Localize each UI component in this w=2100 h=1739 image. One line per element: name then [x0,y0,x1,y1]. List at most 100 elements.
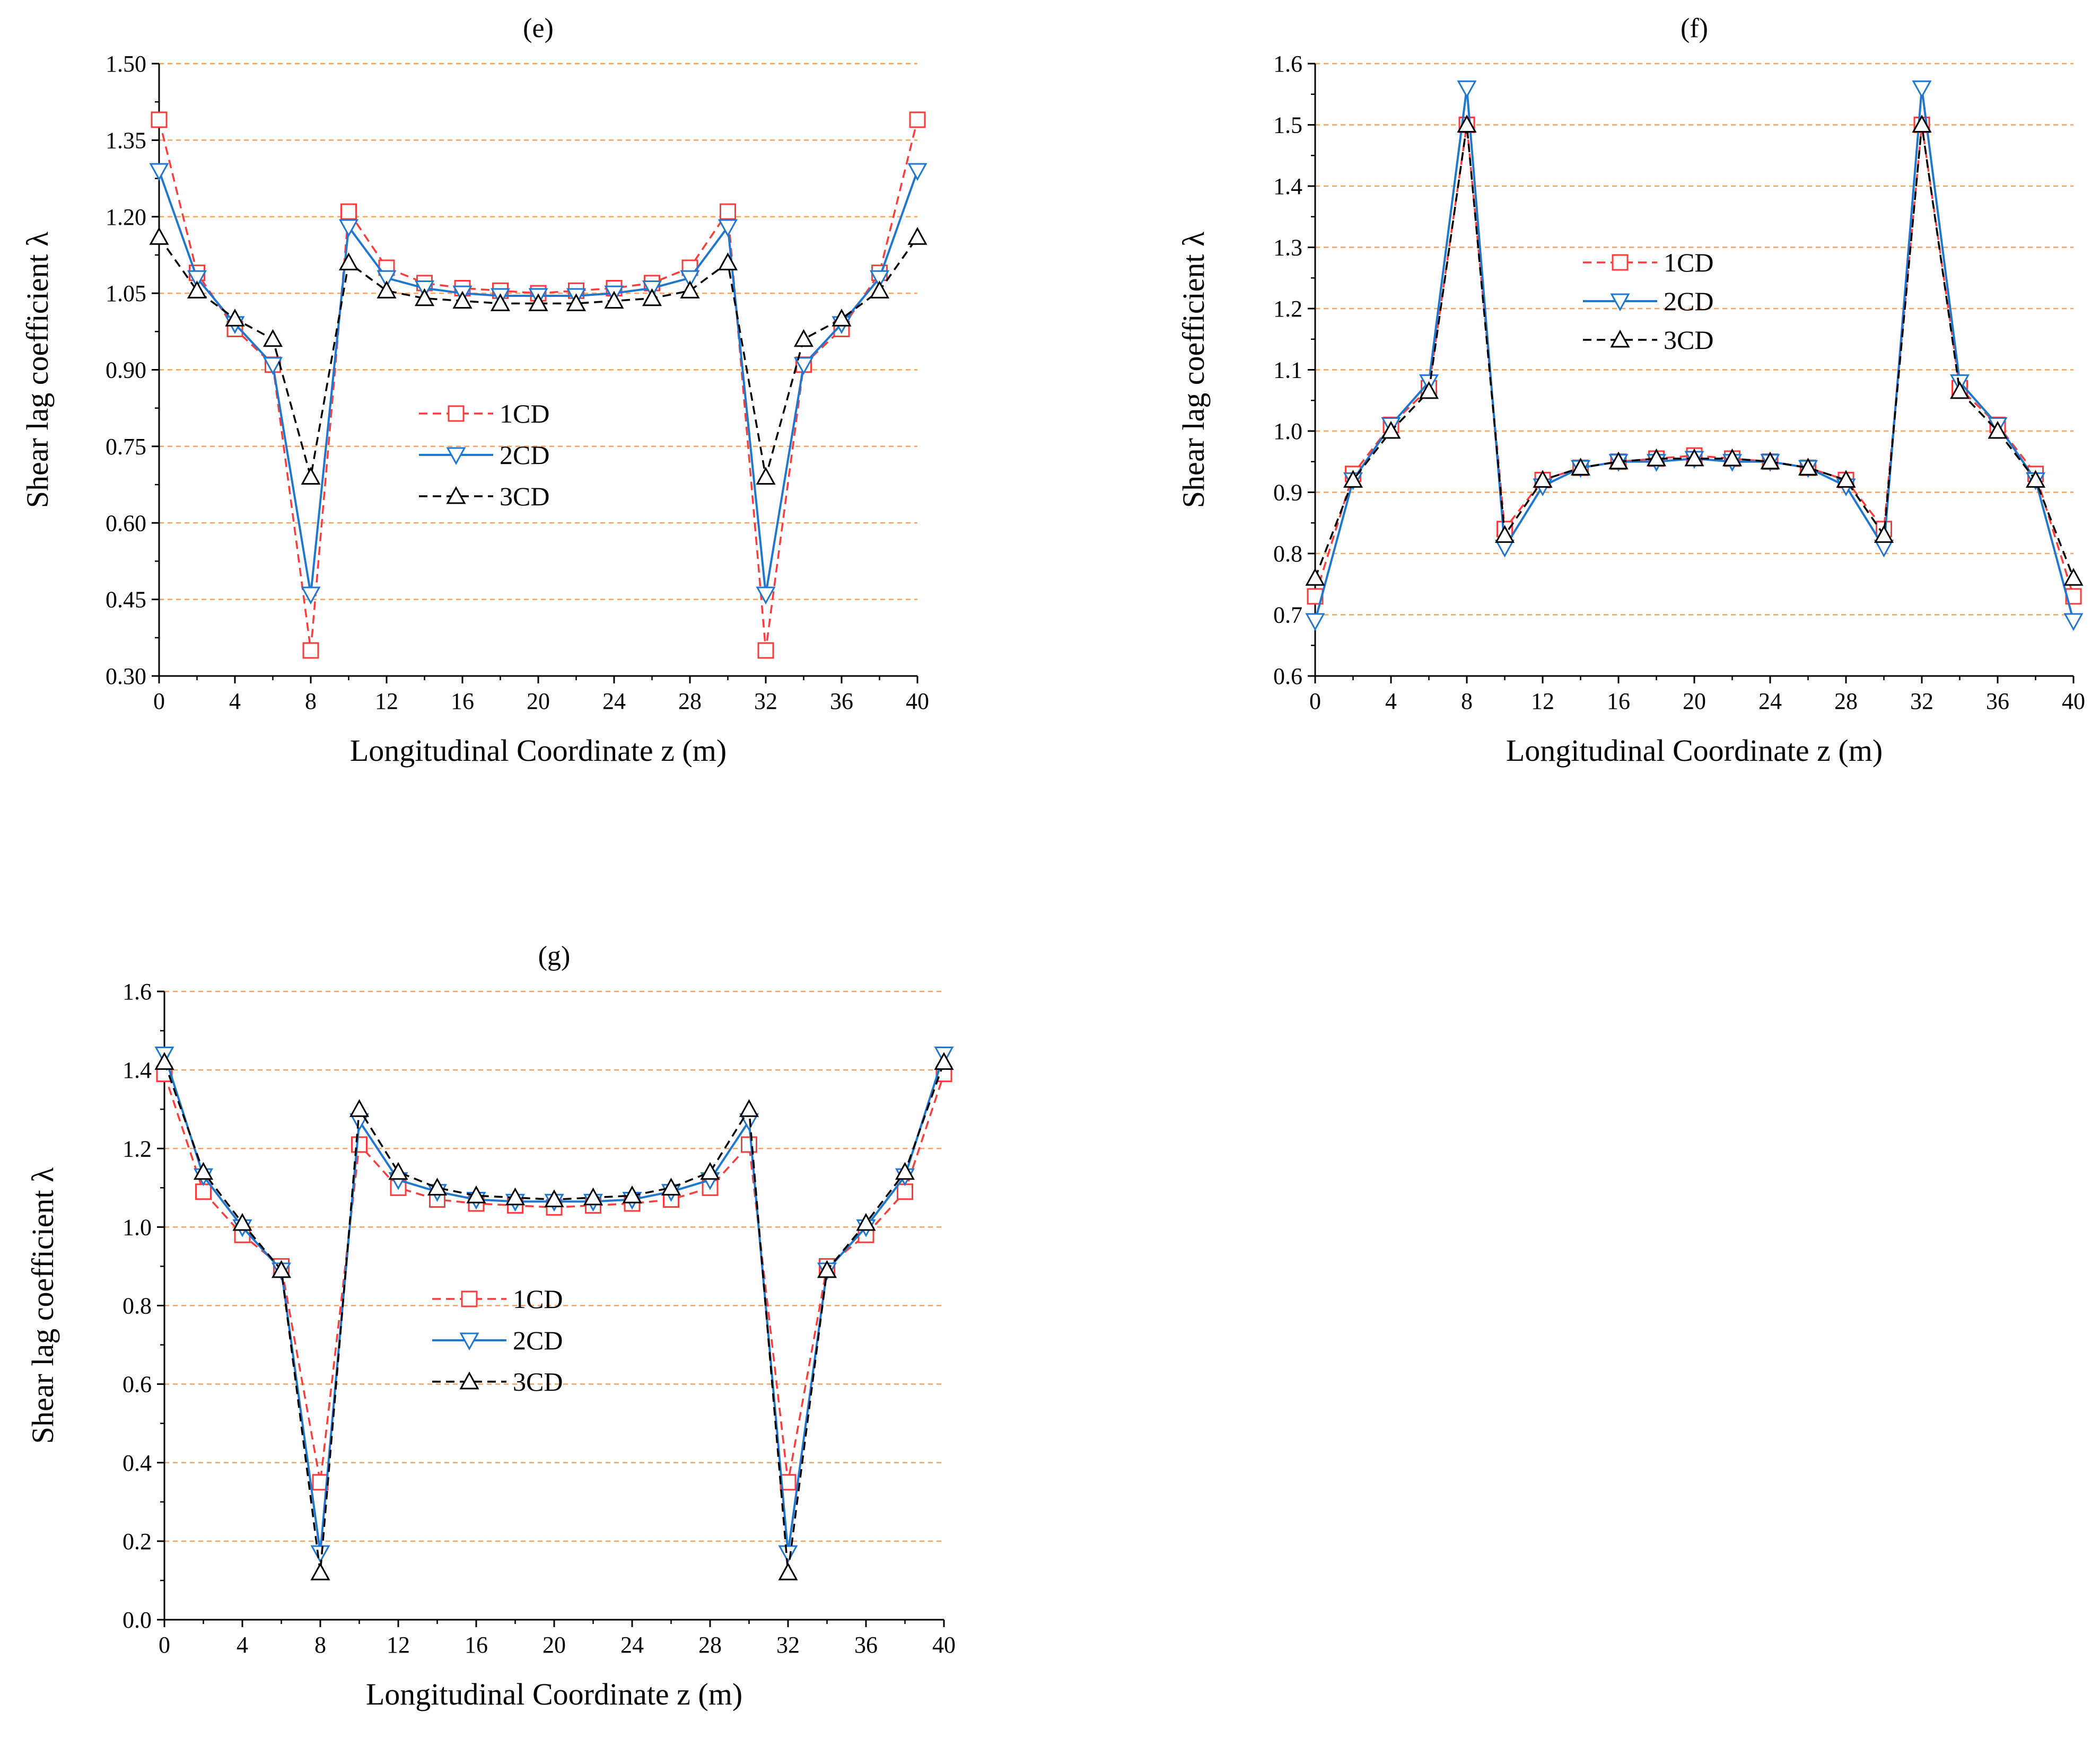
legend-label-1CD: 1CD [513,1284,563,1314]
data-point-3CD [1988,420,2008,439]
x-tick-label: 36 [854,1632,878,1658]
data-point-2CD [756,586,776,605]
y-tick-label: 0.6 [122,1372,152,1398]
data-point-3CD [1419,381,1439,399]
data-point-1CD [351,1136,368,1153]
data-point-3CD [1494,525,1515,543]
data-point-3CD [718,252,738,270]
y-tick-label: 1.2 [122,1136,152,1162]
data-point-2CD [907,163,928,181]
x-tick-label: 12 [375,688,398,714]
series-line-1CD [158,119,918,651]
data-point-3CD [1684,448,1704,467]
data-point-3CD [1457,115,1477,133]
data-point-3CD [452,291,472,309]
legend-label-3CD: 3CD [1664,325,1713,355]
data-point-3CD [301,467,321,485]
data-point-3CD [377,280,397,298]
y-tick-label: 0.8 [122,1293,152,1319]
data-point-2CD [1912,80,1932,99]
data-point-3CD [414,288,435,306]
y-tick-label: 1.20 [106,204,146,230]
x-tick-label: 0 [1309,688,1321,714]
y-tick-label: 1.5 [1273,112,1302,138]
data-point-3CD [1305,568,1325,586]
data-point-2CD [310,1545,330,1564]
data-point-1CD [720,203,736,220]
x-tick-label: 28 [678,688,702,714]
data-point-3CD [856,1213,876,1231]
data-point-3CD [566,293,587,311]
data-point-3CD [193,1162,214,1180]
series-line-1CD [1314,125,2075,597]
data-point-3CD [490,293,511,311]
legend-marker-2CD [446,447,466,466]
panel-title: (e) [523,13,554,43]
chart-panel-f: 0 4 8 12 16 20 24 28 32 36 40 0.6 0.7 0.8 0.9 1.0 1.1 1.2… [1176,13,2085,768]
x-tick-label: 20 [1683,688,1706,714]
data-point-3CD [349,1099,370,1117]
data-point-3CD [793,329,814,347]
data-point-3CD [583,1187,603,1206]
data-point-3CD [1798,458,1818,476]
data-point-3CD [622,1185,642,1204]
x-tick-label: 40 [906,688,929,714]
data-point-1CD [195,1183,212,1200]
x-tick-label: 8 [1461,688,1473,714]
data-point-3CD [466,1185,486,1204]
chart-panel-e: 0 4 8 12 16 20 24 28 32 36 40 0.30 0.45 0.60 0.75 0.90 1… [20,13,929,768]
legend-label-2CD: 2CD [1664,286,1713,316]
legend-marker-1CD [448,405,465,422]
series-line-3CD [158,236,918,478]
data-point-1CD [897,1183,913,1200]
data-point-1CD [302,642,319,659]
data-point-2CD [338,219,359,238]
legend-marker-3CD [446,486,466,504]
data-point-3CD [604,291,624,309]
data-point-3CD [1343,470,1363,488]
x-tick-label: 28 [1834,688,1858,714]
legend: 1CD 2CD 3CD [419,399,549,511]
x-tick-label: 12 [1531,688,1554,714]
x-tick-label: 16 [1607,688,1630,714]
y-tick-label: 1.6 [1273,51,1302,77]
data-point-3CD [817,1260,837,1278]
data-point-1CD [2065,588,2082,605]
data-point-3CD [700,1162,720,1180]
y-tick-label: 0.6 [1273,663,1302,689]
x-tick-label: 32 [776,1632,800,1658]
data-point-3CD [1570,458,1591,476]
y-tick-label: 1.6 [122,979,152,1005]
x-tick-label: 36 [830,688,853,714]
data-point-1CD [151,111,168,128]
x-tick-label: 32 [1910,688,1933,714]
data-point-2CD [301,586,321,605]
y-tick-label: 0.75 [106,434,146,460]
legend-label-3CD: 3CD [513,1367,563,1397]
x-tick-label: 40 [932,1632,956,1658]
y-tick-label: 0.90 [106,357,146,383]
data-point-3CD [869,280,890,298]
legend-marker-3CD [459,1371,479,1390]
x-tick-label: 4 [1385,688,1397,714]
y-axis-title: Shear lag coefficient λ [1176,232,1211,508]
x-tick-label: 32 [754,688,777,714]
x-tick-label: 16 [451,688,474,714]
x-tick-label: 0 [153,688,165,714]
data-point-2CD [377,270,397,288]
y-tick-label: 1.35 [106,127,146,153]
y-tick-label: 1.2 [1273,296,1302,322]
legend-label-2CD: 2CD [500,440,549,470]
legend-marker-1CD [1612,254,1629,271]
legend: 1CD 2CD 3CD [1583,248,1713,355]
data-point-3CD [907,227,928,245]
x-tick-label: 24 [620,1632,644,1658]
legend-marker-2CD [1610,293,1630,312]
chart-panel-g: 0 4 8 12 16 20 24 28 32 36 40 0.0 0.2 0.4 0.6 0.8 1.0 1.2… [25,941,956,1711]
legend: 1CD 2CD 3CD [432,1284,563,1397]
data-point-3CD [756,467,776,485]
panel-title: (f) [1681,13,1708,43]
x-tick-label: 8 [305,688,317,714]
x-axis-title: Longitudinal Coordinate z (m) [350,733,727,768]
